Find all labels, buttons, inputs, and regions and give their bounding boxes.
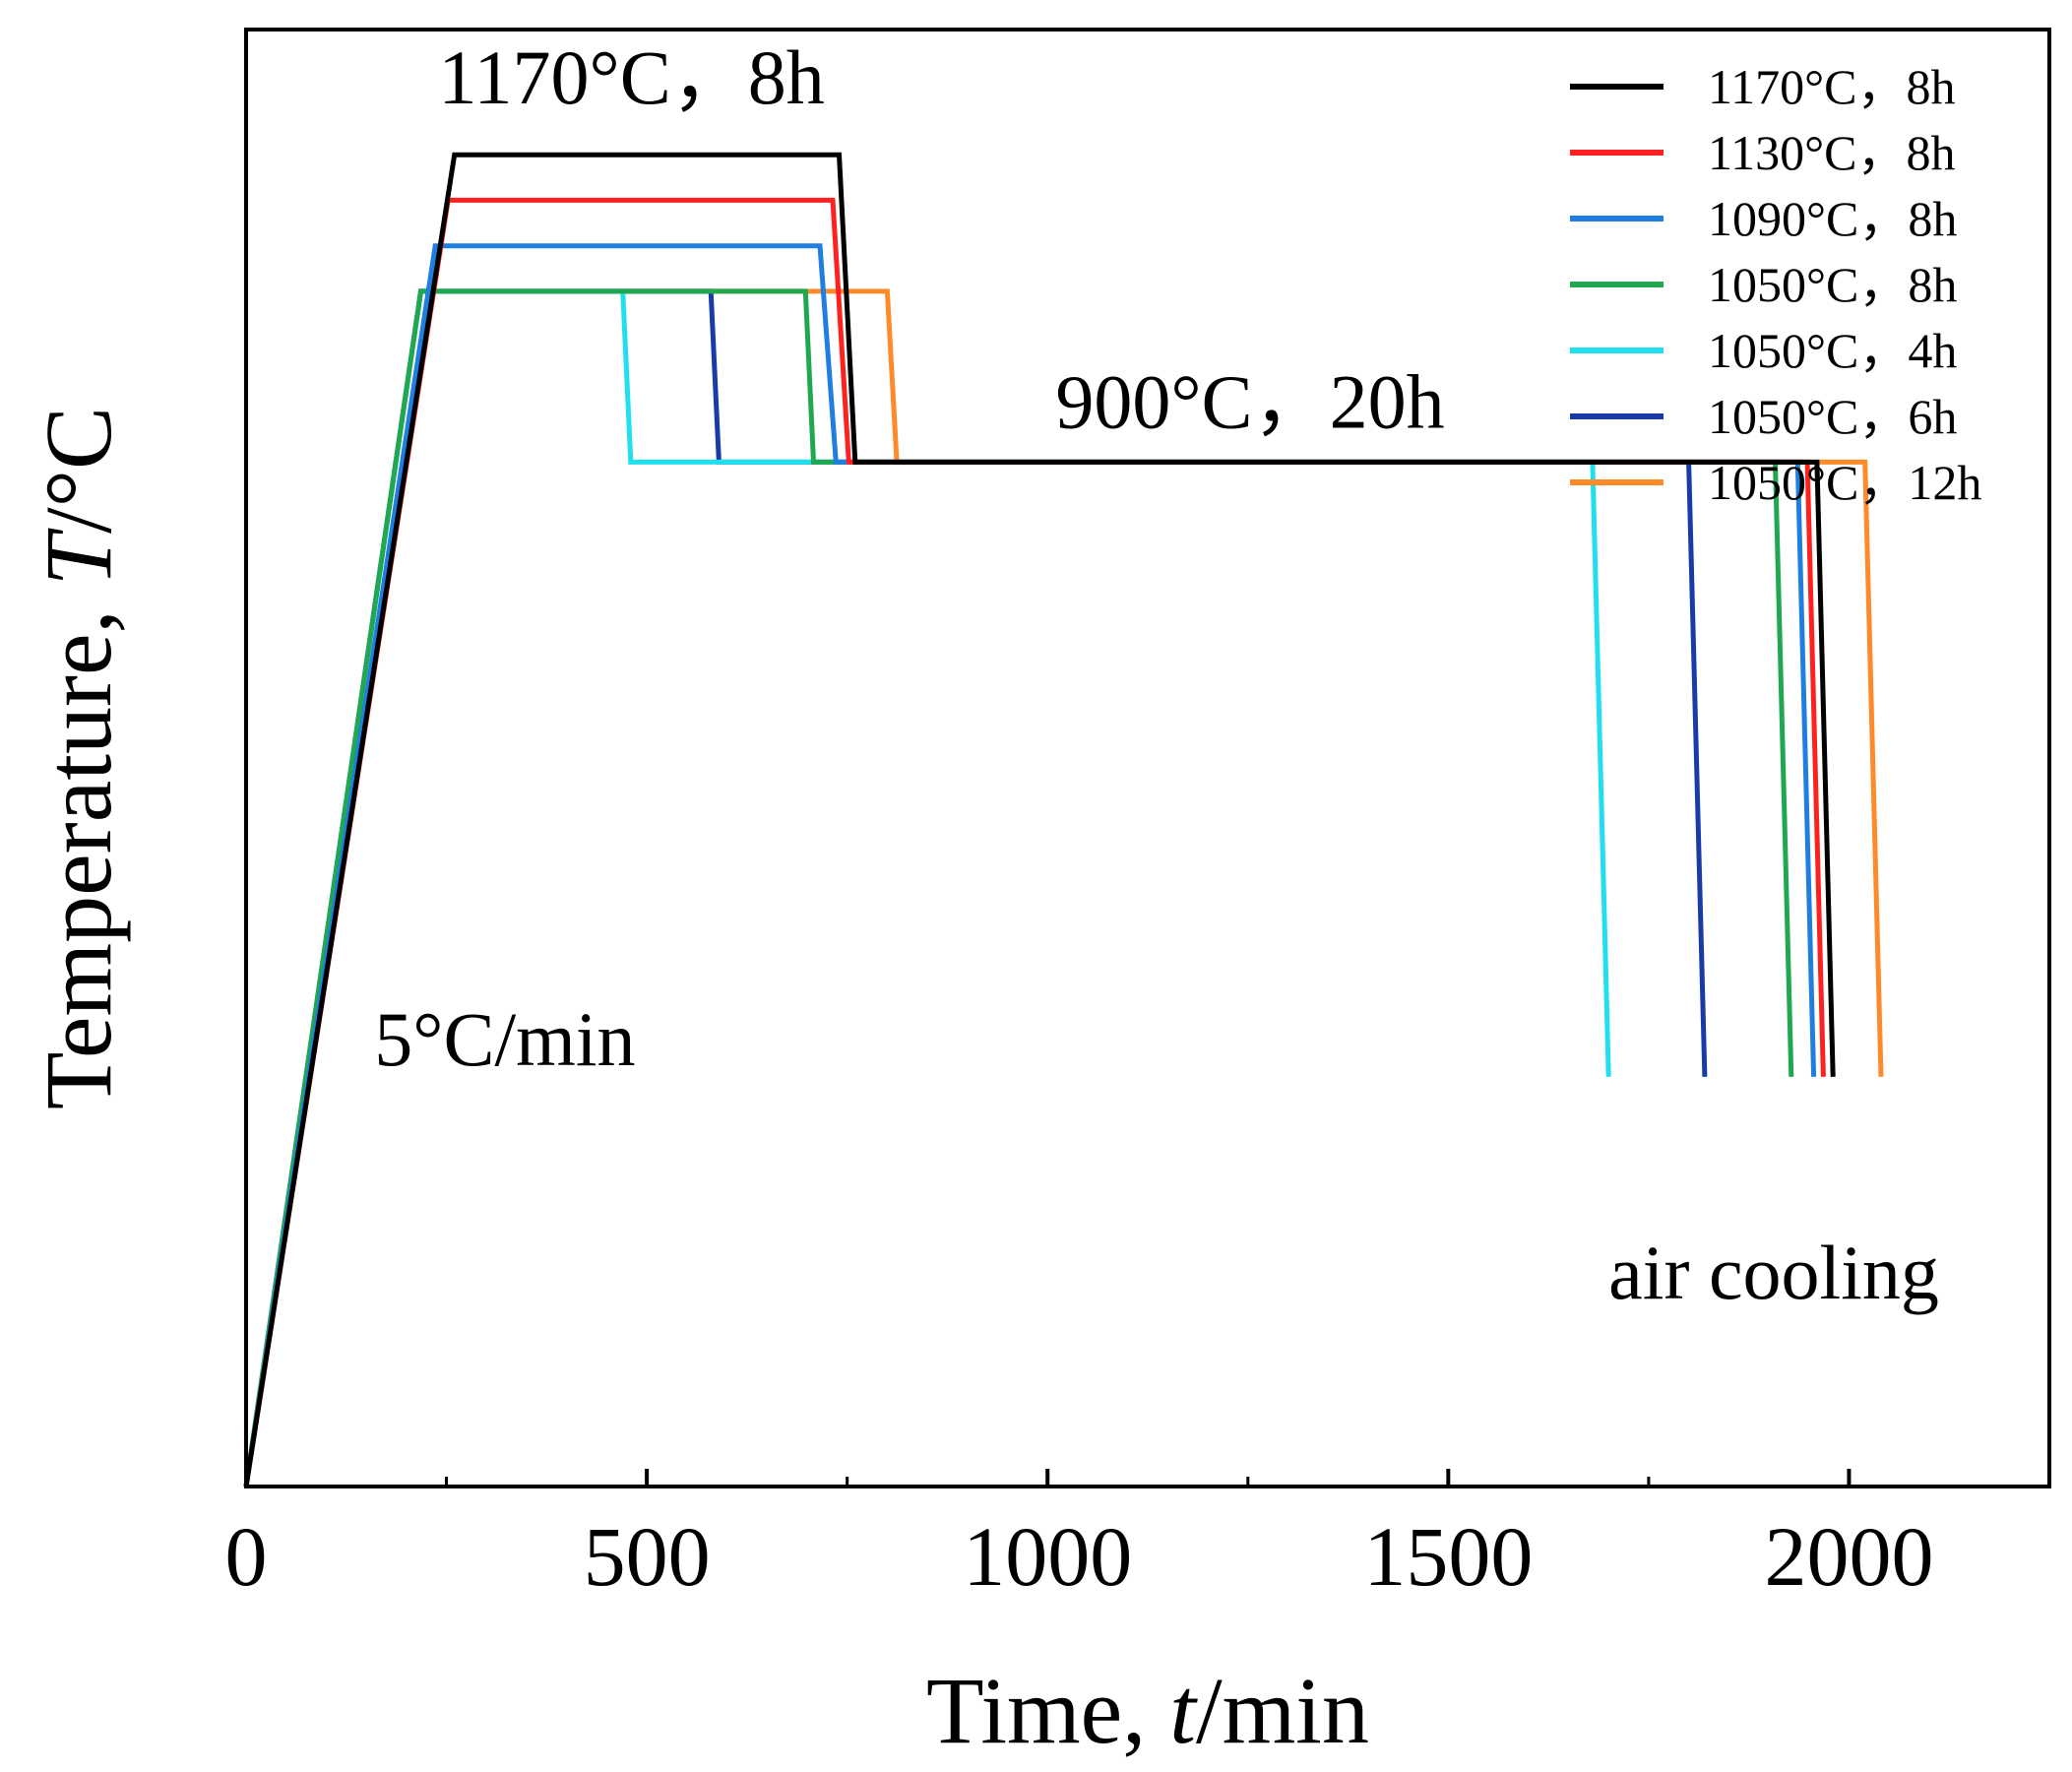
x-tick-label: 0 (225, 1509, 268, 1604)
series-line-1 (243, 152, 1836, 1487)
x-tick-label: 500 (584, 1509, 711, 1604)
annotation-2: 900°C，20h (1055, 359, 1444, 445)
series-line-4 (243, 288, 1794, 1487)
legend-label-7: 1050°C，12h (1708, 455, 1981, 510)
legend-label-3: 1090°C，8h (1708, 191, 1957, 246)
x-tick-label: 1500 (1363, 1509, 1533, 1604)
series-line-5 (243, 288, 1611, 1487)
annotation-layer: 1170°C，8h 900°C，20h 5°C/min air cooling (374, 34, 1939, 1315)
x-tick-label: 1000 (963, 1509, 1132, 1604)
y-axis-title: Temperature, T/°C (26, 407, 131, 1109)
plot-frame (244, 28, 2051, 1488)
legend-label-6: 1050°C，6h (1708, 389, 1957, 444)
series-line-2 (243, 197, 1826, 1487)
annotation-1: 1170°C，8h (438, 34, 824, 120)
annotation-4: air cooling (1608, 1230, 1939, 1315)
series-line-6 (243, 288, 1708, 1487)
legend-label-2: 1130°C，8h (1708, 125, 1956, 180)
series-layer (243, 152, 1884, 1487)
legend-label-1: 1170°C，8h (1708, 59, 1956, 114)
ticks-layer: 0 500 1000 1500 2000 (225, 1469, 1933, 1604)
series-line-3 (243, 243, 1817, 1487)
x-axis-title: Time, t/min (926, 1658, 1369, 1763)
annotation-3: 5°C/min (374, 996, 635, 1082)
legend-label-4: 1050°C，8h (1708, 257, 1957, 312)
x-tick-label: 2000 (1764, 1509, 1933, 1604)
legend: 1170°C，8h 1130°C，8h 1090°C，8h 1050°C，8h 1050… (1570, 59, 1981, 510)
legend-label-5: 1050°C，4h (1708, 323, 1957, 378)
